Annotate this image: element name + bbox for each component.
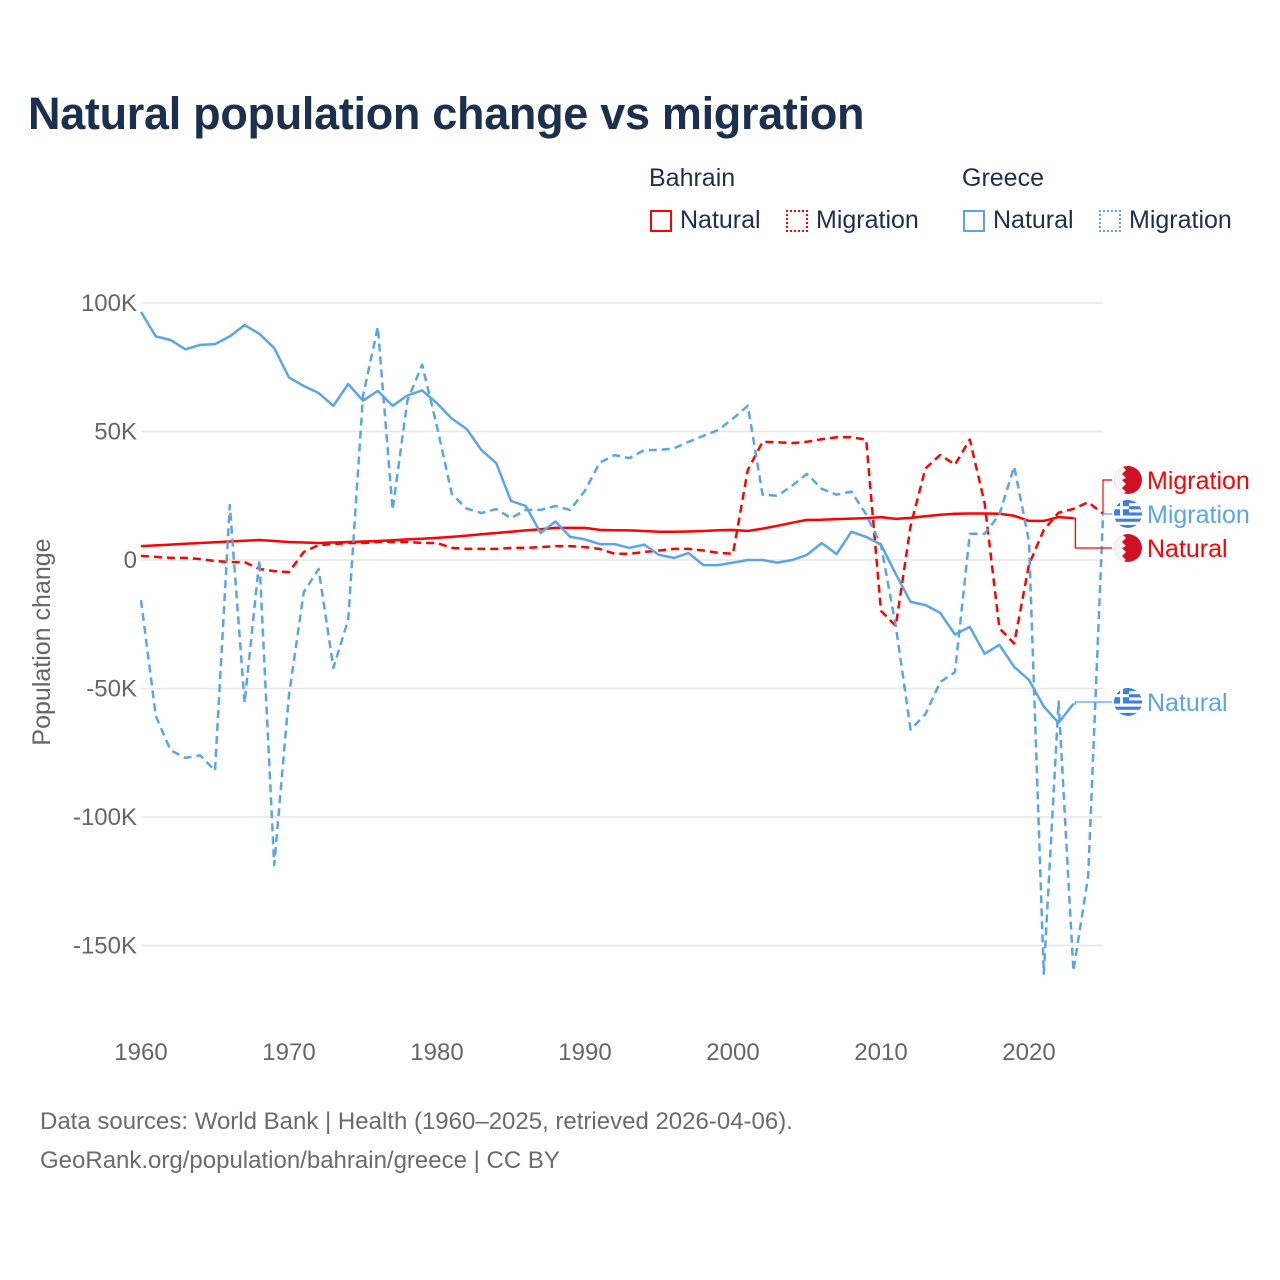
end-label-connector [1102, 479, 1112, 514]
end-label-connector [1073, 517, 1112, 549]
y-tick-label: 50K [94, 419, 137, 446]
chart-title: Natural population change vs migration [28, 88, 865, 139]
y-axis-label: Population change [28, 538, 56, 745]
bahrain-flag-icon [1114, 534, 1142, 562]
chart-plot: 100K 50K 0 -50K -100K -150K 1960 1970 1980 1990 2… [28, 290, 1250, 1066]
series-line-greece-natural[interactable] [139, 311, 1075, 725]
end-label-bahrain-migration: Migration [1147, 467, 1250, 495]
greece-flag-icon [1114, 688, 1142, 716]
x-tick-label: 2000 [706, 1039, 759, 1066]
series-line-greece-migration[interactable] [139, 325, 1105, 976]
legend-item-greece-natural[interactable]: Natural [963, 206, 1074, 235]
legend-item-greece-migration[interactable]: Migration [1099, 206, 1232, 235]
legend-label: Migration [1129, 206, 1232, 234]
x-tick-label: 2020 [1002, 1039, 1055, 1066]
legend-label: Natural [680, 206, 761, 234]
legend-swatch-solid [650, 209, 672, 232]
end-label-bahrain-natural: Natural [1147, 535, 1228, 563]
legend-swatch-solid [963, 209, 985, 232]
source-line: Data sources: World Bank | Health (1960–… [40, 1108, 793, 1135]
x-tick-label: 1990 [558, 1039, 611, 1066]
x-tick-label: 1960 [114, 1039, 167, 1066]
source-link[interactable]: GeoRank.org/population/bahrain/greece | … [40, 1147, 560, 1174]
y-tick-label: -100K [73, 804, 137, 831]
x-tick-label: 2010 [854, 1039, 907, 1066]
end-label-connector [1102, 513, 1112, 517]
legend-label: Natural [993, 206, 1074, 234]
y-tick-label: 100K [81, 290, 137, 317]
y-tick-label: -150K [73, 933, 137, 960]
greece-flag-icon [1114, 500, 1142, 528]
x-tick-label: 1980 [410, 1039, 463, 1066]
x-tick-label: 1970 [262, 1039, 315, 1066]
legend-swatch-dotted [786, 209, 808, 232]
legend-group-greece: Greece [962, 164, 1044, 192]
legend-group-bahrain: Bahrain [649, 164, 736, 192]
y-tick-label: 0 [124, 547, 137, 574]
y-tick-label: -50K [86, 676, 137, 703]
series-line-bahrain-natural[interactable] [140, 512, 1074, 548]
legend-swatch-dotted [1099, 209, 1121, 232]
legend-item-bahrain-natural[interactable]: Natural [650, 206, 761, 235]
legend-label: Migration [816, 206, 919, 234]
end-label-connector [1073, 701, 1112, 705]
end-label-greece-natural: Natural [1147, 689, 1228, 717]
legend-item-bahrain-migration[interactable]: Migration [786, 206, 919, 235]
bahrain-flag-icon [1114, 466, 1142, 494]
series-line-bahrain-migration[interactable] [140, 435, 1104, 645]
end-label-greece-migration: Migration [1147, 501, 1250, 529]
